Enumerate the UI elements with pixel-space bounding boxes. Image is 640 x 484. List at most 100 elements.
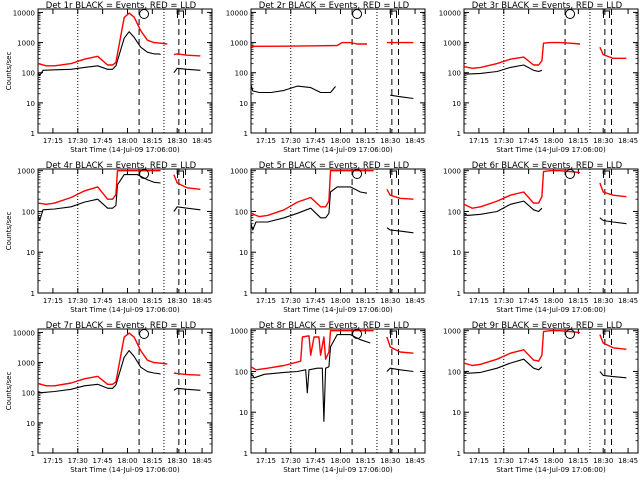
y-tick-label: 100 bbox=[235, 368, 248, 376]
y-tick-label: 1000 bbox=[443, 328, 461, 336]
x-tick-label: 18:00 bbox=[117, 457, 137, 465]
bracket-marker bbox=[603, 10, 611, 18]
x-tick-label: 17:45 bbox=[306, 457, 326, 465]
circle-marker bbox=[565, 169, 576, 179]
x-tick-label: 17:15 bbox=[256, 297, 276, 305]
x-tick-label: 17:15 bbox=[43, 137, 63, 145]
y-tick-label: 1 bbox=[457, 130, 461, 138]
y-tick-label: 1 bbox=[31, 130, 35, 138]
series-line-lld bbox=[386, 188, 414, 200]
plot-frame bbox=[250, 168, 426, 294]
y-axis-label: Counts/sec bbox=[5, 52, 13, 91]
series-line-lld bbox=[37, 12, 168, 67]
x-tick-label: 18:45 bbox=[618, 457, 638, 465]
x-tick-label: 17:30 bbox=[68, 137, 88, 145]
y-tick-label: 1000 bbox=[17, 360, 35, 368]
y-tick-label: 1000 bbox=[230, 40, 248, 48]
bracket-marker bbox=[603, 170, 611, 178]
y-tick-label: 1000 bbox=[17, 40, 35, 48]
x-tick-label: 17:30 bbox=[68, 297, 88, 305]
x-tick-label: 18:30 bbox=[167, 297, 187, 305]
series-line-events bbox=[250, 186, 368, 231]
x-tick-label: 17:30 bbox=[281, 297, 301, 305]
series-line-lld bbox=[463, 330, 581, 367]
x-tick-label: 17:30 bbox=[281, 137, 301, 145]
x-tick-label: 18:45 bbox=[405, 137, 425, 145]
y-tick-label: 100 bbox=[235, 208, 248, 216]
series-line-lld bbox=[173, 174, 201, 190]
y-tick-label: 1 bbox=[31, 450, 35, 458]
x-tick-label: 18:15 bbox=[355, 137, 375, 145]
series-line-events bbox=[173, 67, 201, 74]
circle-marker bbox=[565, 329, 576, 339]
series-line-events bbox=[37, 350, 161, 394]
x-tick-label: 18:45 bbox=[405, 457, 425, 465]
chart-title: Det 1r BLACK = Events, RED = LLD bbox=[46, 1, 197, 11]
x-tick-label: 18:00 bbox=[330, 297, 350, 305]
series-line-events bbox=[250, 334, 371, 422]
series-line-lld bbox=[173, 53, 201, 57]
y-tick-label: 10000 bbox=[226, 9, 248, 17]
x-tick-label: 17:45 bbox=[306, 137, 326, 145]
y-tick-label: 1000 bbox=[443, 168, 461, 176]
series-line-events bbox=[37, 31, 161, 77]
bracket-marker bbox=[390, 170, 398, 178]
x-axis-label: Start Time (14-Jul-09 17:06:00) bbox=[496, 466, 606, 474]
chart-panel-4: Det 4r BLACK = Events, RED = LLD Counts/s… bbox=[5, 161, 213, 314]
y-tick-label: 100 bbox=[448, 368, 461, 376]
x-axis-label: Start Time (14-Jul-09 17:06:00) bbox=[283, 146, 393, 154]
plot-frame bbox=[250, 328, 426, 454]
x-tick-label: 18:15 bbox=[142, 457, 162, 465]
y-tick-label: 1 bbox=[244, 450, 248, 458]
plot-frame bbox=[463, 328, 639, 454]
x-tick-label: 18:00 bbox=[543, 457, 563, 465]
y-tick-label: 10000 bbox=[13, 9, 35, 17]
x-tick-label: 18:45 bbox=[192, 297, 212, 305]
chart-title: Det 5r BLACK = Events, RED = LLD bbox=[259, 161, 410, 171]
plot-frame bbox=[37, 328, 213, 454]
x-tick-label: 18:45 bbox=[192, 137, 212, 145]
series-line-events bbox=[386, 227, 414, 234]
series-line-lld bbox=[386, 336, 414, 354]
series-line-lld bbox=[599, 334, 627, 350]
x-tick-label: 18:00 bbox=[330, 457, 350, 465]
x-tick-label: 17:30 bbox=[68, 457, 88, 465]
x-tick-label: 17:15 bbox=[469, 137, 489, 145]
series-line-lld bbox=[599, 46, 627, 59]
bracket-marker bbox=[177, 330, 185, 338]
x-tick-label: 18:15 bbox=[355, 457, 375, 465]
x-tick-label: 18:00 bbox=[543, 137, 563, 145]
x-tick-label: 18:30 bbox=[380, 297, 400, 305]
series-line-events bbox=[250, 84, 336, 94]
y-tick-label: 10 bbox=[239, 249, 248, 257]
series-line-lld bbox=[463, 170, 581, 209]
series-line-events bbox=[386, 367, 414, 373]
x-tick-label: 18:15 bbox=[355, 297, 375, 305]
x-tick-label: 18:45 bbox=[618, 297, 638, 305]
series-line-lld bbox=[250, 41, 367, 47]
x-tick-label: 17:45 bbox=[519, 457, 539, 465]
y-tick-label: 100 bbox=[448, 70, 461, 78]
x-tick-label: 18:00 bbox=[330, 137, 350, 145]
y-tick-label: 10 bbox=[239, 409, 248, 417]
series-line-events bbox=[599, 217, 627, 225]
y-tick-label: 10000 bbox=[13, 329, 35, 337]
series-line-events bbox=[463, 64, 543, 75]
y-tick-label: 1000 bbox=[443, 40, 461, 48]
series-line-lld bbox=[463, 41, 581, 69]
y-axis-label: Counts/sec bbox=[5, 212, 13, 251]
x-tick-label: 17:15 bbox=[469, 297, 489, 305]
x-tick-label: 17:30 bbox=[494, 137, 514, 145]
series-line-lld bbox=[599, 182, 627, 198]
chart-title: Det 8r BLACK = Events, RED = LLD bbox=[259, 321, 410, 331]
x-tick-label: 18:15 bbox=[568, 297, 588, 305]
chart-panel-3: Det 3r BLACK = Events, RED = LLD 1 10 100 10… bbox=[439, 1, 639, 154]
bracket-marker bbox=[177, 170, 185, 178]
x-tick-label: 17:15 bbox=[43, 457, 63, 465]
series-line-events bbox=[173, 206, 201, 212]
y-tick-label: 1000 bbox=[17, 168, 35, 176]
x-axis-label: Start Time (14-Jul-09 17:06:00) bbox=[70, 306, 180, 314]
circle-marker bbox=[352, 169, 363, 179]
y-tick-label: 10 bbox=[26, 100, 35, 108]
